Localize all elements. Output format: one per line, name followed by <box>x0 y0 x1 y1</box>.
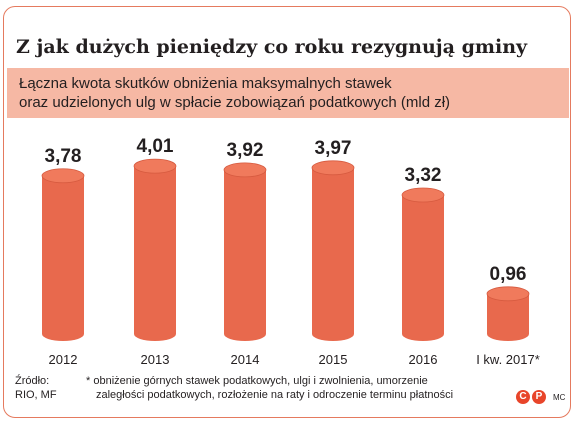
copyright-p-icon: P <box>532 390 546 404</box>
bar-2016 <box>401 187 445 341</box>
category-label: I kw. 2017* <box>476 352 540 367</box>
bar-body <box>134 166 176 341</box>
bar-body <box>224 169 266 341</box>
value-label: 3,97 <box>315 138 352 159</box>
footnote-line-1: * obniżenie górnych stawek podatkowych, … <box>86 375 428 387</box>
credits: C P MC <box>516 390 565 404</box>
value-label: 3,92 <box>227 140 264 161</box>
value-label: 3,32 <box>405 165 442 186</box>
bar-top <box>133 158 177 174</box>
bar-body <box>42 175 84 341</box>
category-label: 2013 <box>141 352 170 367</box>
bar-2015 <box>311 160 355 341</box>
source-label: Źródło: <box>15 375 50 387</box>
author-initials: MC <box>553 392 566 402</box>
bar-body <box>402 195 444 341</box>
subtitle-band: Łączna kwota skutków obniżenia maksymaln… <box>7 68 569 118</box>
bar-top <box>311 160 355 176</box>
source-note: Źródło: RIO, MF <box>15 374 57 402</box>
chart-title: Z jak dużych pieniędzy co roku rezygnują… <box>16 36 528 58</box>
bar-2012 <box>41 168 85 341</box>
value-label: 0,96 <box>490 264 527 285</box>
category-label: 2014 <box>231 352 260 367</box>
source-names: RIO, MF <box>15 389 57 401</box>
category-label: 2016 <box>409 352 438 367</box>
bar-chart: 3,78 2012 4,01 2013 3,92 2014 3,97 2015 3,32 2016… <box>41 136 540 367</box>
value-label: 4,01 <box>137 136 174 157</box>
copyright-c-icon: C <box>516 390 530 404</box>
category-label: 2012 <box>49 352 78 367</box>
bar-top <box>401 187 445 203</box>
bar-top <box>486 286 530 302</box>
bar-top <box>223 162 267 178</box>
value-label: 3,78 <box>45 146 82 167</box>
footnote: * obniżenie górnych stawek podatkowych, … <box>86 374 506 402</box>
subtitle-line-2: oraz udzielonych ulg w spłacie zobowiąza… <box>19 94 451 111</box>
bar-2013 <box>133 158 177 341</box>
bar-body <box>487 293 529 341</box>
subtitle-line-1: Łączna kwota skutków obniżenia maksymaln… <box>19 75 392 92</box>
bar-2014 <box>223 162 267 341</box>
bar-top <box>41 168 85 184</box>
footnote-line-2: zaległości podatkowych, rozłożenie na ra… <box>96 389 454 401</box>
bar-body <box>312 167 354 341</box>
chart-subtitle: Łączna kwota skutków obniżenia maksymaln… <box>19 74 450 112</box>
bar-I kw. 2017* <box>486 286 530 341</box>
category-label: 2015 <box>319 352 348 367</box>
